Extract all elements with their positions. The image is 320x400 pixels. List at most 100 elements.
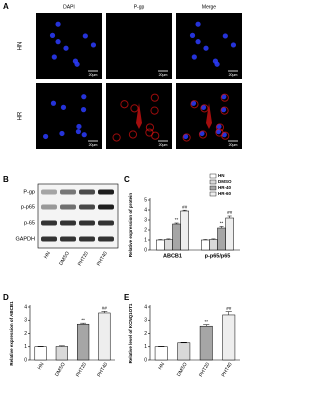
- nucleus: [183, 133, 189, 140]
- pgp-signal: [145, 123, 155, 132]
- legend-label: HN: [218, 173, 225, 178]
- nucleus: [189, 32, 196, 38]
- y-tick-label: 5: [144, 197, 147, 203]
- y-tick-label: 3: [144, 217, 147, 223]
- x-tick-label: PHT20: [198, 361, 211, 378]
- bar: [172, 223, 181, 251]
- nucleus: [81, 132, 87, 138]
- bar: [34, 346, 47, 361]
- error-bar: [227, 215, 232, 218]
- bar: [217, 227, 226, 251]
- figure: A B DAPI P-gp Merge HN HR 20μm 20μm 20μm 20μm 20μ…: [3, 2, 242, 378]
- row-header: HR: [18, 111, 24, 120]
- nucleus: [75, 128, 82, 135]
- micrograph: [36, 83, 102, 149]
- bar: [154, 346, 168, 361]
- nucleus: [212, 58, 219, 64]
- nucleus: [230, 42, 237, 48]
- nucleus: [76, 123, 82, 130]
- x-tick-label: ABCB1: [163, 253, 182, 259]
- significance-label: **: [175, 217, 179, 222]
- legend-swatch: [209, 179, 217, 185]
- y-tick-label: 2: [144, 227, 147, 233]
- legend-swatch: [209, 185, 217, 191]
- row-header: HN: [18, 42, 24, 51]
- pgp-signal: [220, 106, 229, 115]
- nucleus: [63, 45, 69, 51]
- nucleus: [215, 128, 222, 135]
- scale-bar-label: 20μm: [89, 73, 98, 77]
- y-axis-label: Relative level of KCNQ1OT1: [128, 303, 133, 363]
- x-tick-label: PHT40: [221, 361, 234, 378]
- scale-bar-label: 20μm: [229, 143, 238, 147]
- error-bar: [80, 322, 87, 325]
- y-axis-label: Relative expression of protein: [128, 193, 133, 258]
- x-tick-label: DMSO: [54, 362, 67, 378]
- legend-swatch: [209, 191, 217, 197]
- blot-band: [79, 189, 95, 195]
- error-bar: [211, 238, 216, 240]
- pgp-signal: [215, 128, 224, 137]
- lane-label: HN: [43, 250, 52, 260]
- nucleus: [191, 54, 197, 60]
- micrograph: [176, 13, 242, 79]
- bar: [77, 323, 90, 361]
- bar: [201, 239, 210, 251]
- significance-label: **: [81, 317, 85, 322]
- error-bar: [219, 226, 224, 228]
- x-tick-label: HN: [37, 361, 46, 371]
- blot-row-label: GAPDH: [15, 236, 35, 242]
- nucleus: [195, 21, 201, 27]
- error-bar: [203, 239, 208, 240]
- significance-label: **: [204, 319, 208, 324]
- panel-label: E: [124, 293, 130, 302]
- error-bar: [58, 345, 65, 347]
- blot-band: [60, 220, 76, 226]
- y-tick-label: 1: [24, 344, 27, 350]
- bar: [156, 239, 165, 251]
- bar: [225, 217, 234, 251]
- pgp-signal: [120, 100, 129, 109]
- panel-label: A: [3, 2, 9, 11]
- y-tick-label: 3: [144, 318, 147, 324]
- y-tick-label: 0: [144, 357, 147, 363]
- blot-band: [60, 204, 76, 210]
- column-header: Merge: [202, 4, 216, 10]
- error-bar: [225, 311, 232, 315]
- panel-label: D: [3, 293, 9, 302]
- pgp-signal: [150, 106, 159, 115]
- panel-label: C: [124, 175, 130, 184]
- y-tick-label: 4: [144, 207, 147, 213]
- scale-bar-label: 20μm: [229, 73, 238, 77]
- panel-label: B: [3, 175, 9, 184]
- bar: [55, 346, 68, 361]
- blot-row-label: p-p65: [21, 204, 35, 210]
- pgp-signal: [130, 104, 139, 113]
- bar: [199, 325, 213, 361]
- nucleus: [199, 130, 205, 137]
- y-tick-label: 0: [144, 247, 147, 253]
- error-bar: [180, 341, 187, 343]
- x-tick-label: DMSO: [176, 362, 189, 378]
- nucleus: [195, 39, 201, 45]
- y-tick-label: 1: [144, 344, 147, 350]
- pgp-signal: [198, 130, 208, 139]
- error-bar: [203, 324, 210, 327]
- nucleus: [200, 104, 207, 110]
- pgp-signal: [150, 93, 159, 102]
- legend-swatch: [209, 173, 217, 179]
- significance-label: ##: [227, 210, 233, 215]
- blot-row-label: P-gp: [23, 189, 35, 195]
- pgp-signal: [200, 104, 209, 113]
- blot-band: [79, 204, 95, 210]
- nucleus: [50, 100, 57, 106]
- blot-band: [79, 236, 95, 242]
- error-bar: [158, 239, 163, 240]
- column-header: DAPI: [63, 4, 75, 10]
- blot-band: [60, 189, 76, 195]
- nucleus: [221, 94, 227, 100]
- pgp-signal: [136, 103, 142, 129]
- nucleus: [81, 94, 87, 100]
- legend-label: HR-60: [218, 191, 232, 196]
- nucleus: [55, 39, 61, 45]
